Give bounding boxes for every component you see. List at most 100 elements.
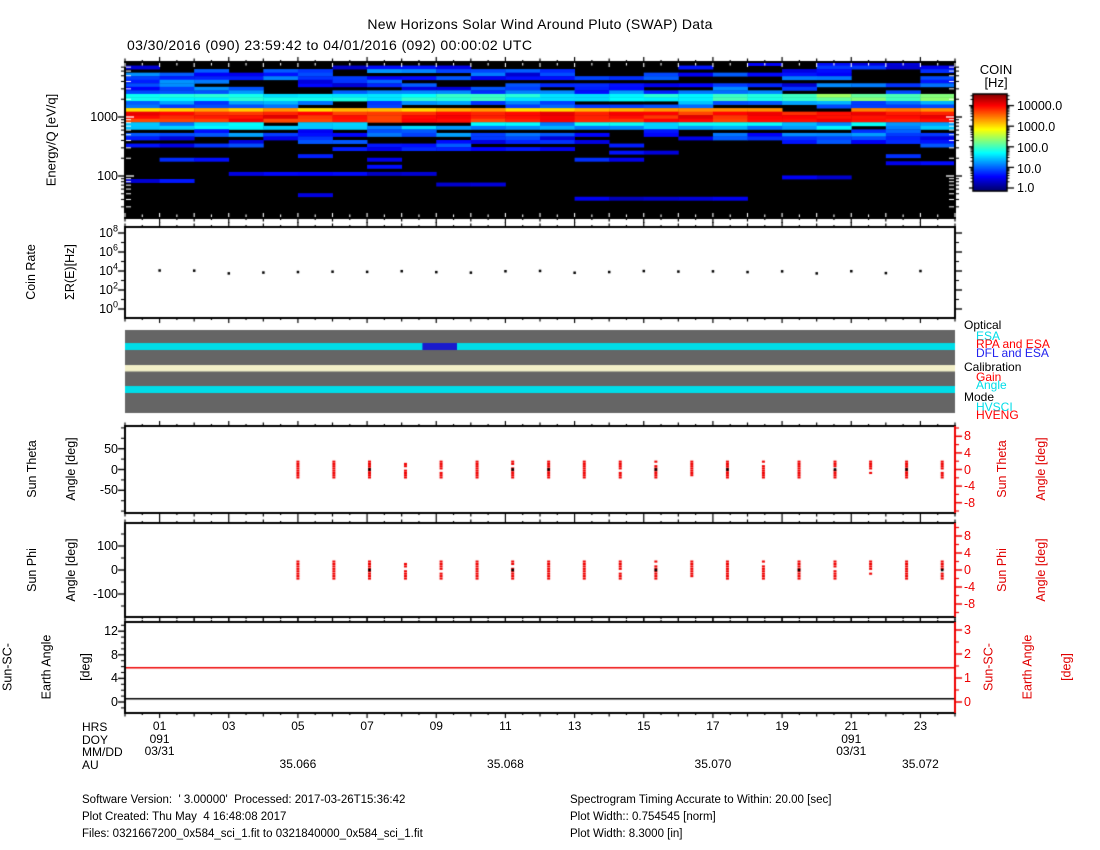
- doy-label: 091: [841, 732, 862, 746]
- sun-sc-earth-left-tick-label: 0: [111, 694, 118, 709]
- status-legend-header: Optical: [964, 318, 1002, 332]
- coin-rate-axis-tick-label: 106: [99, 242, 118, 259]
- sun-theta-right-tick-label: 8: [964, 429, 971, 444]
- sun-phi-axis-label-line2: Angle [deg]: [64, 538, 78, 602]
- sun-phi-axis-label-line1: Sun Phi: [25, 548, 39, 592]
- hrs-tick-label: 05: [291, 719, 305, 733]
- sun-theta-left-tick-label: 0: [111, 462, 118, 477]
- colorbar-tick-label: 10.0: [1017, 161, 1042, 176]
- hrs-tick-label: 09: [429, 719, 443, 733]
- status-legend-header: Calibration: [964, 360, 1022, 374]
- sun-sc-earth-left-tick-label: 8: [111, 647, 118, 662]
- sun-phi-axis-label: Sun Phi Angle [deg]: [0, 538, 104, 601]
- coin-rate-axis-tick-label: 102: [99, 280, 118, 297]
- sun-sc-earth-right-tick-label: 1: [964, 670, 971, 685]
- au-label: 35.068: [487, 757, 524, 771]
- footer-timing-accuracy: Spectrogram Timing Accurate to Within: 2…: [570, 794, 832, 806]
- sun-phi-right-axis-label-line1: Sun Phi: [995, 548, 1009, 592]
- xaxis-row-label-hrs: HRS: [82, 720, 108, 734]
- coin-rate-axis-tick-label: 104: [99, 261, 118, 278]
- plot-subtitle-timerange: 03/30/2016 (090) 23:59:42 to 04/01/2016 …: [127, 37, 533, 53]
- coin-rate-axis-tick-label: 100: [99, 299, 118, 316]
- status-legend-header: Mode: [964, 390, 995, 404]
- hrs-tick-label: 21: [844, 719, 858, 733]
- status-legend-item: RPA and ESA: [976, 337, 1050, 351]
- status-legend-item: DFL and ESA: [976, 345, 1049, 360]
- sun-phi-right-tick-label: 4: [964, 545, 971, 560]
- hrs-tick-label: 01: [152, 719, 167, 733]
- sun-sc-earth-left-tick-label: 4: [111, 671, 118, 686]
- sun-sc-earth-right-axis-label: Sun-SC- Earth Angle [deg]: [957, 635, 1100, 700]
- sun-theta-left-tick-label: -50: [99, 483, 118, 498]
- sun-phi-right-tick-label: -8: [964, 596, 976, 611]
- page-title: New Horizons Solar Wind Around Pluto (SW…: [367, 16, 713, 32]
- hrs-tick-label: 19: [775, 719, 789, 733]
- colorbar-tick-label: 1000.0: [1017, 119, 1056, 134]
- footer-plot-created: Plot Created: Thu May 4 16:48:08 2017: [82, 811, 287, 823]
- xaxis-row-label-au: AU: [82, 758, 99, 772]
- au-label: 35.066: [279, 757, 317, 771]
- sun-theta-left-tick-label: 50: [104, 441, 118, 456]
- sun-phi-right-axis-label: Sun Phi Angle [deg]: [970, 538, 1074, 601]
- sun-phi-right-tick-label: 0: [964, 562, 971, 577]
- sun-theta-right-axis-label-line2: Angle [deg]: [1034, 437, 1048, 501]
- sun-sc-earth-right-tick-label: 0: [964, 694, 971, 709]
- status-legend-item: Angle: [976, 378, 1007, 392]
- sun-theta-right-tick-label: -4: [964, 478, 976, 493]
- sun-phi-right-tick-label: -4: [964, 579, 976, 594]
- sun-theta-right-tick-label: 4: [964, 445, 971, 460]
- sun-sc-earth-axis-label-line2: Earth Angle: [39, 634, 54, 700]
- mmdd-label: 03/31: [836, 744, 867, 758]
- sun-phi-right-tick-label: 8: [964, 528, 971, 543]
- energy-axis-label: Energy/Q [eV/q]: [43, 93, 59, 187]
- au-label: 35.072: [902, 757, 939, 771]
- sun-phi-left-tick-label: 0: [111, 562, 118, 577]
- sun-sc-earth-right-axis-label-line3: [deg]: [1059, 653, 1074, 681]
- sun-theta-right-tick-label: 0: [964, 462, 971, 477]
- sun-phi-right-axis-label-line2: Angle [deg]: [1034, 538, 1048, 602]
- sun-sc-earth-right-tick-label: 3: [964, 622, 971, 637]
- status-legend-item: ESA: [976, 328, 1001, 343]
- sun-theta-right-axis-label-line1: Sun Theta: [995, 440, 1009, 498]
- sun-phi-left-tick-label: -100: [92, 586, 118, 601]
- colorbar-units: [Hz]: [984, 75, 1008, 90]
- colorbar-tick-label: 1.0: [1017, 180, 1035, 195]
- status-legend-item: HVENG: [976, 408, 1019, 422]
- sun-theta-axis-label-line1: Sun Theta: [25, 440, 39, 498]
- status-legend-item: HVSCI: [976, 399, 1013, 414]
- sun-sc-earth-axis-label-line1: Sun-SC-: [0, 643, 15, 691]
- footer-plot-width-in: Plot Width: 8.3000 [in]: [570, 828, 683, 840]
- sun-phi-left-tick-label: 100: [97, 538, 118, 553]
- coin-rate-axis-label-line2: ΣR(E)[Hz]: [63, 244, 77, 300]
- sun-sc-earth-axis-label-line3: [deg]: [78, 653, 93, 681]
- doy-label: 091: [149, 732, 170, 746]
- hrs-tick-label: 13: [567, 719, 582, 733]
- sun-sc-earth-right-axis-label-line1: Sun-SC-: [981, 643, 996, 691]
- coin-rate-axis-label-line1: Coin Rate: [24, 244, 38, 300]
- xaxis-row-label-mmdd: MM/DD: [82, 745, 123, 759]
- sun-theta-axis-label: Sun Theta Angle [deg]: [0, 437, 104, 500]
- colorbar-tick-label: 10000.0: [1017, 98, 1063, 113]
- sun-theta-right-axis-label: Sun Theta Angle [deg]: [970, 437, 1074, 500]
- energy-axis-tick-label: 1000: [90, 109, 118, 124]
- au-label: 35.070: [694, 757, 732, 771]
- footer-files: Files: 0321667200_0x584_sci_1.fit to 032…: [82, 828, 423, 840]
- hrs-tick-label: 15: [637, 719, 651, 733]
- xaxis-row-label-doy: DOY: [82, 733, 109, 747]
- footer-software-version: Software Version: ' 3.00000' Processed: …: [82, 794, 406, 806]
- hrs-tick-label: 17: [706, 719, 720, 733]
- sun-sc-earth-right-axis-label-line2: Earth Angle: [1020, 634, 1035, 700]
- status-legend-item: Gain: [976, 369, 1002, 384]
- hrs-tick-label: 11: [499, 719, 512, 733]
- hrs-tick-label: 03: [222, 719, 236, 733]
- sun-sc-earth-axis-label: Sun-SC- Earth Angle [deg]: [0, 635, 119, 700]
- colorbar-tick-label: 100.0: [1017, 140, 1049, 155]
- sun-sc-earth-left-tick-label: 12: [104, 623, 118, 638]
- hrs-tick-label: 07: [360, 719, 374, 733]
- energy-axis-tick-label: 100: [97, 168, 118, 183]
- mmdd-label: 03/31: [144, 744, 175, 758]
- sun-theta-axis-label-line2: Angle [deg]: [64, 437, 78, 501]
- footer-plot-width-norm: Plot Width:: 0.754545 [norm]: [570, 811, 716, 823]
